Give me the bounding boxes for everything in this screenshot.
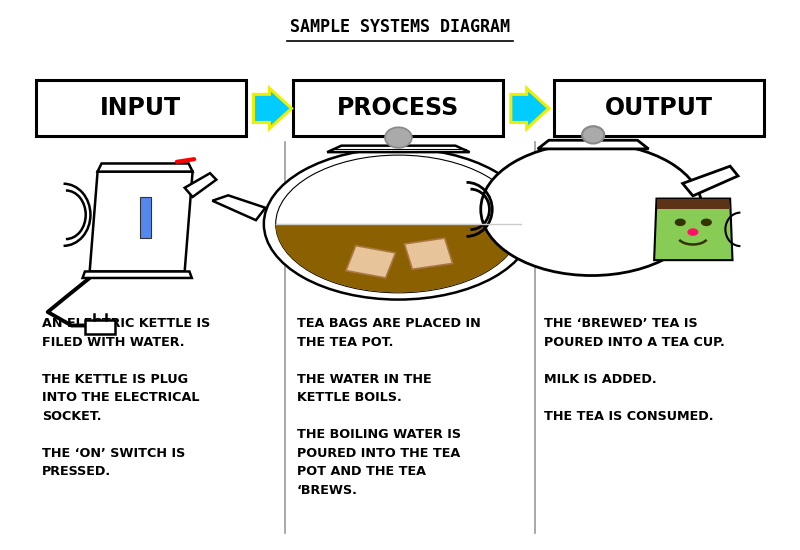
Text: AN ELECTRIC KETTLE IS
FILED WITH WATER.

THE KETTLE IS PLUG
INTO THE ELECTRICAL
: AN ELECTRIC KETTLE IS FILED WITH WATER. …: [42, 317, 210, 478]
FancyArrow shape: [254, 88, 291, 129]
FancyBboxPatch shape: [293, 80, 503, 136]
Polygon shape: [212, 195, 266, 220]
FancyBboxPatch shape: [140, 197, 150, 238]
Polygon shape: [90, 172, 193, 272]
Polygon shape: [85, 320, 115, 334]
Polygon shape: [405, 238, 453, 270]
FancyBboxPatch shape: [554, 80, 764, 136]
FancyBboxPatch shape: [36, 80, 246, 136]
Circle shape: [701, 218, 712, 226]
Polygon shape: [185, 173, 216, 197]
Polygon shape: [654, 199, 733, 260]
Polygon shape: [682, 166, 738, 196]
Polygon shape: [276, 224, 521, 293]
Text: TEA BAGS ARE PLACED IN
THE TEA POT.

THE WATER IN THE
KETTLE BOILS.

THE BOILING: TEA BAGS ARE PLACED IN THE TEA POT. THE …: [297, 317, 481, 497]
Text: PROCESS: PROCESS: [337, 96, 459, 120]
Ellipse shape: [481, 143, 702, 276]
Circle shape: [674, 218, 686, 226]
Polygon shape: [327, 146, 470, 152]
Text: OUTPUT: OUTPUT: [606, 96, 714, 120]
Text: INPUT: INPUT: [100, 96, 182, 120]
Ellipse shape: [385, 127, 412, 148]
Polygon shape: [82, 272, 192, 278]
Text: SAMPLE SYSTEMS DIAGRAM: SAMPLE SYSTEMS DIAGRAM: [290, 18, 510, 36]
Polygon shape: [346, 246, 395, 278]
Polygon shape: [658, 199, 730, 210]
Polygon shape: [538, 140, 649, 149]
Text: THE ‘BREWED’ TEA IS
POURED INTO A TEA CUP.

MILK IS ADDED.

THE TEA IS CONSUMED.: THE ‘BREWED’ TEA IS POURED INTO A TEA CU…: [544, 317, 725, 423]
Circle shape: [687, 228, 698, 236]
Ellipse shape: [276, 155, 521, 293]
FancyArrow shape: [511, 88, 549, 129]
Ellipse shape: [264, 148, 533, 300]
Polygon shape: [98, 163, 193, 172]
Ellipse shape: [582, 126, 604, 144]
